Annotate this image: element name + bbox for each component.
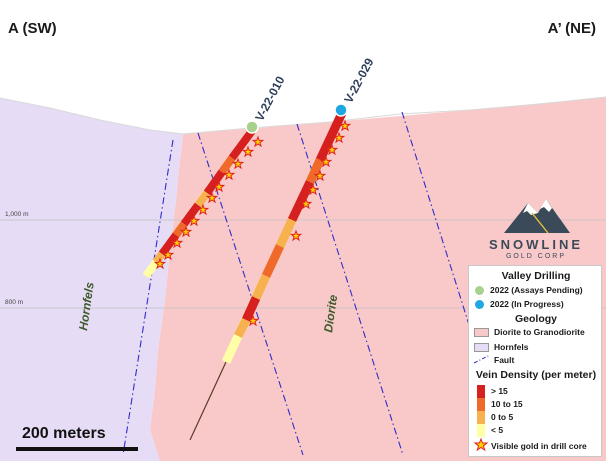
legend-hornfels-swatch <box>474 343 489 352</box>
mountain-logo-icon <box>504 199 570 234</box>
drillhole-label: V-22-010 <box>252 74 287 124</box>
diorite-label: Diorite <box>321 294 340 334</box>
legend-vein-swatch-high <box>477 385 485 398</box>
vein-segment <box>228 128 256 161</box>
vein-segment <box>233 317 251 339</box>
vein-segment <box>180 202 202 227</box>
legend-vein-swatch-min <box>477 424 485 437</box>
legend-gold-star-icon <box>474 438 488 452</box>
legend-drilling-title: Valley Drilling <box>501 270 571 282</box>
legend-diorite-label: Diorite to Granodiorite <box>494 327 585 337</box>
fault-line <box>401 111 511 456</box>
vein-segment <box>152 251 166 265</box>
drillhole-v-22-029: V-22-029 <box>189 56 377 441</box>
collar-marker <box>245 120 259 134</box>
snowline-logo: SNOWLINE GOLD CORP <box>486 193 586 265</box>
legend-vein-swatch-mid <box>477 398 485 411</box>
legend-fault-line-icon <box>473 354 491 364</box>
legend-vein-label-mid: 10 to 15 <box>491 399 523 409</box>
vein-segment <box>203 169 226 196</box>
vein-segment <box>158 232 180 257</box>
legend-geology-title: Geology <box>514 313 557 325</box>
vein-segment <box>261 244 285 278</box>
legend-vein-label-high: > 15 <box>491 386 508 396</box>
vein-segment <box>251 274 271 300</box>
hornfels-unit <box>0 98 183 461</box>
vein-segment <box>287 180 315 222</box>
fault-line <box>197 132 304 456</box>
legend-in-progress-label: 2022 (In Progress) <box>490 299 564 309</box>
scale-bar <box>16 447 138 451</box>
fault-line <box>122 139 174 456</box>
drill-trace-ghost <box>189 361 227 441</box>
hornfels-label: Hornfels <box>76 281 97 331</box>
legend-assays-pending-marker <box>475 286 484 295</box>
vein-segment <box>241 296 261 322</box>
section-endpoint-sw: A (SW) <box>8 20 57 37</box>
scale-bar-label: 200 meters <box>22 425 106 442</box>
legend-vein-label-low: 0 to 5 <box>491 412 514 422</box>
vein-segment <box>305 158 325 184</box>
collar-marker <box>334 103 348 117</box>
legend-panel: Valley Drilling 2022 (Assays Pending) 20… <box>468 265 602 457</box>
legend-assays-pending-label: 2022 (Assays Pending) <box>490 285 583 295</box>
legend-gold-label: Visible gold in drill core <box>491 441 587 451</box>
legend-in-progress-marker <box>475 300 484 309</box>
elevation-label-800: 800 m <box>5 299 23 306</box>
vein-segment <box>218 155 236 175</box>
fault-lines <box>122 111 511 456</box>
section-endpoint-ne: A’ (NE) <box>547 20 596 37</box>
vein-segment <box>172 221 188 238</box>
drillhole-label: V-22-029 <box>341 56 376 106</box>
legend-vein-title: Vein Density (per meter) <box>475 369 597 381</box>
elevation-label-1000: 1,000 m <box>5 211 29 218</box>
legend-fault-label: Fault <box>494 355 515 365</box>
legend-diorite-swatch <box>474 328 489 337</box>
logo-wordmark: SNOWLINE <box>488 237 584 252</box>
legend-vein-label-min: < 5 <box>491 425 504 435</box>
vein-segment <box>194 190 211 208</box>
vein-segment <box>315 111 347 162</box>
legend-hornfels-label: Hornfels <box>494 342 529 352</box>
logo-subtitle: GOLD CORP <box>505 253 566 260</box>
legend-vein-swatch-low <box>477 411 485 424</box>
vein-segment <box>275 218 297 248</box>
